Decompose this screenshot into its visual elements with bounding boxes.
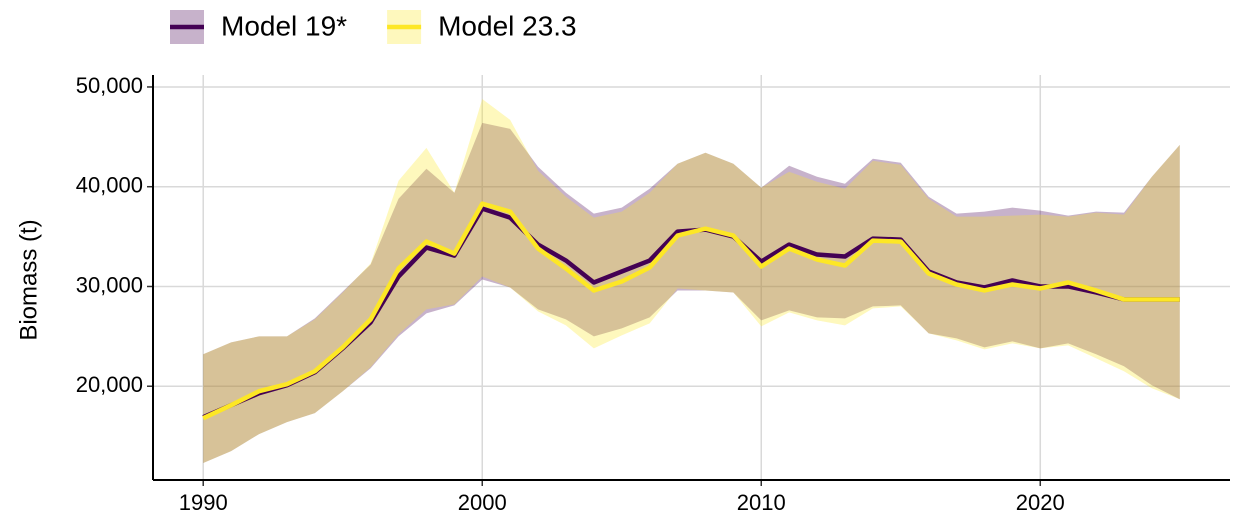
y-tick-label: 40,000 [76, 173, 143, 198]
legend-label: Model 23.3 [438, 10, 577, 41]
y-tick-label: 30,000 [76, 272, 143, 297]
x-tick-label: 2000 [458, 490, 507, 515]
series-line [202, 201, 1180, 421]
x-tick-label: 2020 [1016, 490, 1065, 515]
x-tick-label: 1990 [179, 490, 228, 515]
legend-label: Model 19* [221, 10, 347, 41]
x-tick-label: 2010 [737, 490, 786, 515]
y-tick-label: 50,000 [76, 73, 143, 98]
y-tick-label: 20,000 [76, 372, 143, 397]
ribbon [203, 98, 1180, 464]
y-axis-title: Biomass (t) [15, 219, 42, 340]
ribbon [203, 122, 1180, 464]
